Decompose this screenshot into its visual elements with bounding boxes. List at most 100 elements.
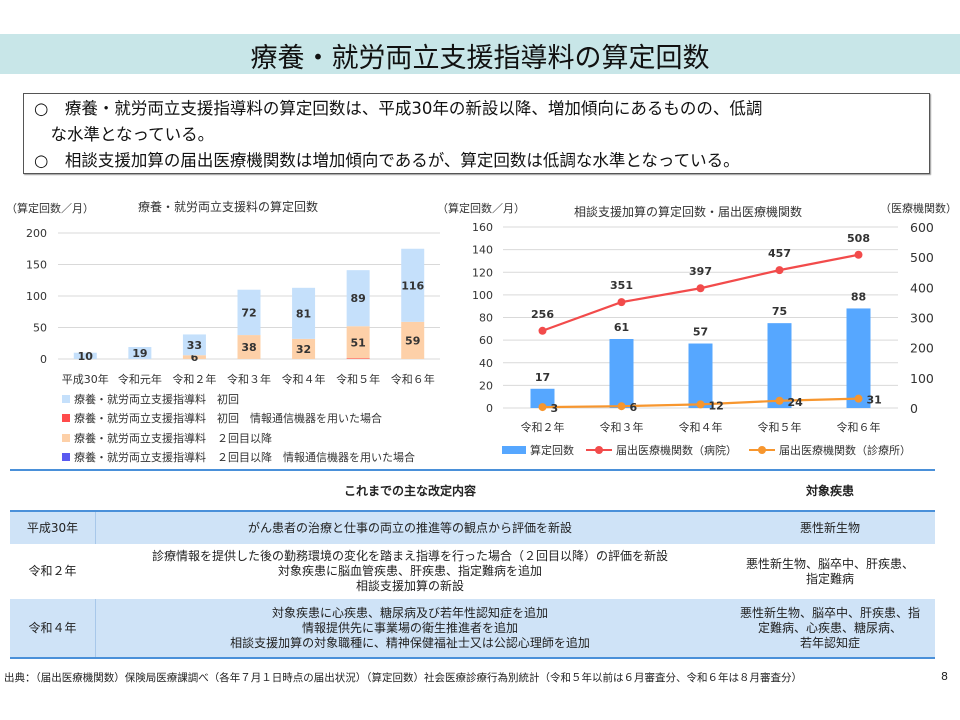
table-row	[10, 512, 935, 544]
data-label: 33	[187, 339, 202, 352]
line-point	[854, 394, 863, 403]
row-diseases-line: 指定難病	[805, 571, 854, 586]
line-data-label: 457	[768, 247, 791, 260]
bar	[846, 308, 871, 408]
x-tick-label: 令和６年	[837, 420, 881, 434]
y-tick-label: 60	[479, 334, 493, 347]
line-point	[775, 396, 784, 405]
row-year: 令和４年	[28, 620, 77, 635]
legend-item: 届出医療機関数（病院）	[586, 442, 737, 458]
summary-line-3: ○ 相談支援加算の届出医療機関数は増加傾向であるが、算定回数は低調な水準となって…	[34, 151, 740, 170]
table-header-diseases: 対象疾患	[805, 483, 854, 498]
legend-swatch	[749, 446, 775, 454]
line-data-label: 351	[610, 279, 633, 292]
bar-segment	[401, 321, 425, 359]
data-label: 6	[191, 351, 199, 364]
line-data-label: 256	[531, 308, 554, 321]
data-label: 89	[350, 292, 365, 305]
left-chart-legend: 療養・就労両立支援指導料 初回 療養・就労両立支援指導料 初回 情報通信機器を用い…	[62, 389, 415, 467]
line-data-label: 508	[847, 232, 870, 245]
bar-segment	[401, 248, 425, 322]
bar-segment	[292, 338, 316, 359]
x-tick-label: 令和３年	[600, 420, 644, 434]
y2-tick-label: 0	[910, 401, 918, 416]
page-title: 療養・就労両立支援指導料の算定回数	[250, 43, 710, 74]
y-tick-label: 40	[479, 357, 493, 370]
row-diseases: 悪性新生物、脳卒中、肝疾患、 指定難病	[725, 544, 935, 599]
bar-segment	[292, 287, 316, 339]
y-tick-label: 0	[40, 353, 47, 366]
summary-line-2: な水準となっている。	[34, 125, 215, 144]
bar-segment	[182, 355, 206, 359]
row-content-line: 診療情報を提供した後の勤務環境の変化を踏まえ指導を行った場合（２回目以降）の評価…	[151, 549, 668, 563]
line-data-label: 3	[551, 402, 559, 415]
y2-tick-label: 300	[910, 311, 934, 326]
y-tick-label: 200	[26, 227, 47, 240]
x-tick-label: 令和元年	[118, 372, 162, 386]
row-content: 対象疾患に心疾患、糖尿病及び若年性認知症を追加 情報提供先に事業場の衛生推進者を…	[95, 599, 725, 657]
x-tick-label: 令和２年	[172, 372, 216, 386]
line-point	[696, 400, 705, 409]
line-data-label: 12	[709, 399, 724, 412]
legend-label: 届出医療機関数（診療所）	[779, 444, 911, 457]
row-content: がん患者の治療と仕事の両立の推進等の観点から評価を新設	[95, 512, 725, 544]
legend-swatch	[62, 394, 70, 403]
x-tick-label: 令和４年	[282, 372, 326, 386]
bar-data-label: 17	[535, 371, 550, 384]
bar-segment	[346, 326, 370, 359]
row-diseases-line: 若年認知症	[799, 635, 860, 650]
data-label: 19	[132, 347, 147, 360]
legend-label: 療養・就労両立支援指導料 初回	[74, 392, 239, 406]
data-label: 116	[401, 279, 424, 292]
row-year: 平成30年	[26, 520, 79, 535]
summary-line-1: ○ 療養・就労両立支援指導料の算定回数は、平成30年の新設以降、増加傾向にあるも…	[34, 99, 763, 118]
line-point	[854, 250, 863, 259]
row-diseases-line: 悪性新生物、脳卒中、肝疾患、指	[739, 605, 920, 620]
row-content-line: 対象疾患に心疾患、糖尿病及び若年性認知症を追加	[271, 605, 548, 620]
right-chart-y2label: （医療機関数）	[880, 202, 957, 215]
y-tick-label: 0	[486, 402, 493, 415]
row-content-line: 相談支援加算の対象職種に、精神保健福祉士又は公認心理師を追加	[230, 635, 590, 650]
column-divider	[95, 599, 96, 657]
data-label: 72	[241, 306, 256, 319]
bar-segment	[346, 270, 370, 327]
legend-label: 療養・就労両立支援指導料 ２回目以降	[74, 431, 272, 445]
bar	[688, 343, 713, 408]
row-content-line: 相談支援加算の新設	[355, 579, 464, 593]
page-number: 8	[941, 670, 948, 683]
legend-marker	[758, 446, 766, 454]
row-content: 診療情報を提供した後の勤務環境の変化を踏まえ指導を行った場合（２回目以降）の評価…	[95, 544, 725, 599]
y-tick-label: 80	[479, 312, 493, 325]
row-content-line: 情報提供先に事業場の衛生推進者を追加	[301, 620, 518, 635]
bar-segment	[128, 347, 152, 359]
line-point	[538, 326, 547, 335]
legend-item: 療養・就労両立支援指導料 初回	[62, 389, 415, 409]
y2-tick-label: 100	[910, 371, 934, 386]
row-year: 令和２年	[28, 564, 77, 578]
y-tick-label: 160	[472, 221, 493, 234]
legend-item: 届出医療機関数（診療所）	[749, 442, 911, 458]
data-label: 38	[241, 341, 256, 354]
table-row	[10, 599, 935, 657]
bar	[767, 323, 792, 408]
title-band: 療養・就労両立支援指導料の算定回数	[0, 34, 960, 74]
bar-segment	[237, 289, 261, 336]
table-header-rule	[10, 510, 935, 512]
left-chart: 0 50 100 150 200 10 平成30年 19 令和元年 633 令和２年 38 72 令和３年…	[26, 227, 440, 386]
y2-tick-label: 200	[910, 341, 934, 356]
x-tick-label: 平成30年	[62, 372, 109, 386]
legend-item: 療養・就労両立支援指導料 ２回目以降	[62, 428, 415, 448]
table-header-content: これまでの主な改定内容	[343, 483, 476, 498]
y-tick-label: 20	[479, 379, 493, 392]
x-tick-label: 令和３年	[227, 372, 271, 386]
source-note: 出典：（届出医療機関数）保険局医療課調べ（各年７月１日時点の届出状況）（算定回数…	[4, 672, 802, 684]
legend-swatch	[62, 453, 70, 462]
line-point	[617, 298, 626, 307]
line-data-label: 6	[630, 401, 638, 414]
legend-swatch	[502, 446, 526, 454]
y2-tick-label: 500	[910, 250, 934, 265]
bar-data-label: 61	[614, 321, 629, 334]
x-tick-label: 令和５年	[758, 420, 802, 434]
y-tick-label: 100	[472, 289, 493, 302]
legend-label: 療養・就労両立支援指導料 ２回目以降 情報通信機器を用いた場合	[74, 451, 415, 465]
